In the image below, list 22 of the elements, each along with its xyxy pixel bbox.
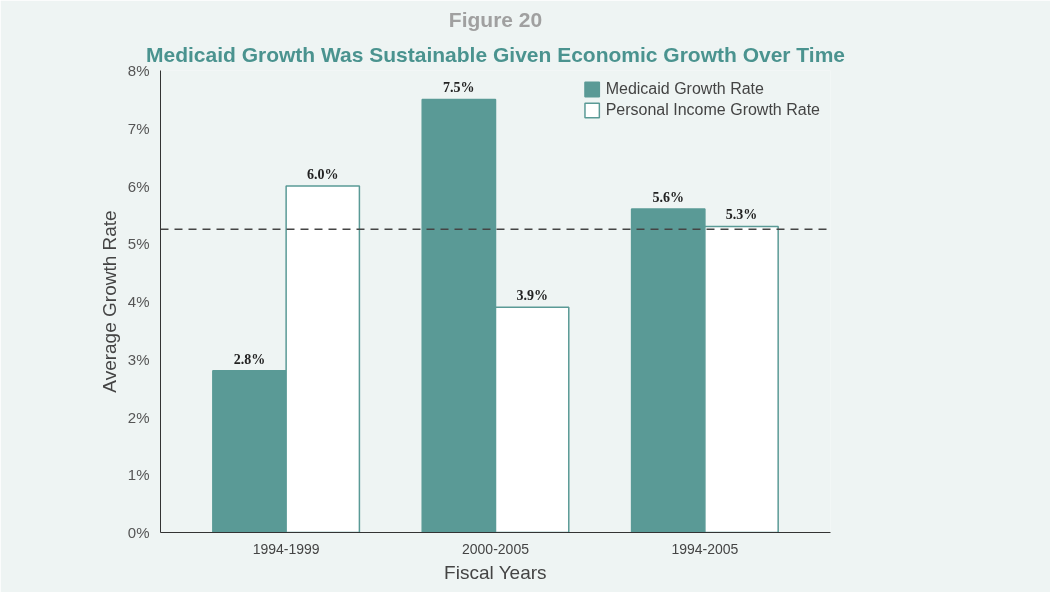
y-tick-label: 4% [127, 293, 150, 310]
y-tick-label: 0% [127, 524, 150, 541]
legend-label: Medicaid Growth Rate [605, 80, 764, 98]
y-tick-label: 7% [127, 119, 150, 137]
chart-title: Figure 20 [448, 7, 543, 31]
y-tick-label: 6% [127, 177, 150, 195]
data-label: 7.5% [443, 80, 475, 96]
y-tick-label: 1% [127, 466, 150, 484]
legend-label: Personal Income Growth Rate [605, 101, 820, 119]
x-tick-label: 1994-1999 [252, 540, 320, 557]
y-tick-label: 5% [127, 235, 150, 253]
data-label: 3.9% [516, 288, 548, 304]
data-label: 5.6% [652, 190, 684, 206]
x-axis-title: Fiscal Years [444, 561, 547, 583]
x-tick-label: 2000-2005 [462, 540, 530, 557]
x-tick-label: 1994-2005 [671, 540, 739, 557]
data-label: 2.8% [233, 351, 266, 367]
y-tick-label: 3% [127, 350, 150, 368]
y-tick-label: 2% [127, 408, 150, 426]
y-axis-title: Average Growth Rate [98, 210, 120, 393]
data-label: 6.0% [307, 167, 339, 182]
data-label: 5.3% [725, 207, 758, 223]
